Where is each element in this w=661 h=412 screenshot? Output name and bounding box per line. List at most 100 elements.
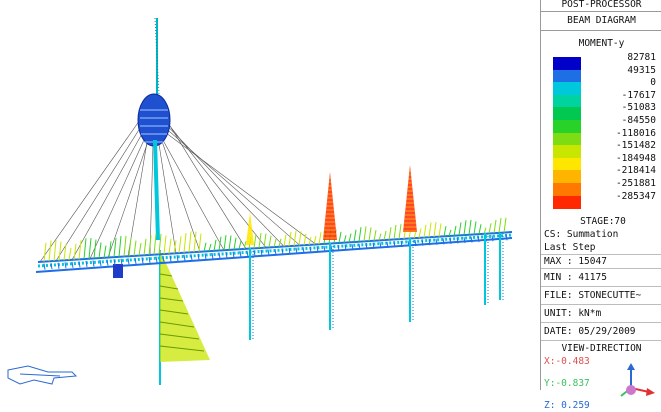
moment-stroke-under [141, 257, 144, 264]
stay-cable [153, 123, 317, 245]
legend-value: 82781 [627, 52, 656, 63]
moment-stroke-under [57, 262, 60, 269]
legend-swatch [553, 82, 581, 96]
moment-stroke [313, 236, 317, 245]
moment-stroke [158, 233, 162, 255]
legend-value: -184948 [615, 152, 656, 164]
moment-stroke [143, 238, 147, 256]
legend-swatch [553, 132, 581, 146]
moment-stroke [43, 242, 47, 262]
legend-value: -17617 [621, 89, 656, 101]
moment-stroke [68, 247, 72, 261]
stay-cable [153, 117, 301, 246]
moment-stroke [203, 242, 207, 252]
moment-stroke [488, 223, 492, 234]
moment-stroke [88, 237, 92, 259]
color-legend: 82781 49315 0 -17617 -51083 -84550 -118016 -151… [541, 52, 661, 215]
view-triad-icon [620, 363, 655, 397]
file-label: FILE: STONECUTTE~ [541, 287, 661, 305]
moment-stroke-under [344, 244, 347, 251]
moment-stroke [128, 237, 132, 257]
moment-stroke [78, 240, 82, 260]
moment-stroke-under [358, 243, 361, 250]
moment-stroke [468, 219, 472, 235]
moment-stroke [483, 227, 487, 234]
moment-stroke [338, 231, 342, 244]
moment-stroke-under [148, 256, 151, 264]
moment-stroke [453, 225, 457, 236]
moment-stroke-under [407, 240, 410, 247]
moment-stroke-under [64, 262, 67, 269]
moment-stroke-under [309, 246, 312, 253]
moment-stroke [48, 240, 52, 262]
moment-stroke [473, 221, 477, 235]
moment-stroke-under [239, 251, 242, 258]
moment-stroke [388, 227, 392, 240]
moment-stroke-under [85, 260, 88, 268]
moment-stroke-under [169, 255, 172, 262]
moment-stroke [443, 226, 447, 237]
moment-stroke [398, 224, 402, 240]
moment-stroke-under [421, 239, 424, 246]
legend-swatch [553, 57, 581, 71]
moment-stroke [218, 236, 222, 251]
moment-stroke-under [106, 259, 109, 266]
moment-stroke-under [134, 257, 137, 264]
moment-stroke [413, 231, 417, 239]
moment-stroke [353, 229, 357, 243]
moment-stroke-under [225, 252, 228, 259]
step-label: Last Step [541, 241, 661, 255]
legend-value: -51083 [621, 102, 656, 114]
stay-cables [39, 99, 317, 263]
legend-value: -151482 [615, 140, 656, 152]
model-viewport[interactable] [0, 0, 540, 390]
moment-stroke-under [477, 236, 480, 243]
stay-cable [89, 117, 155, 259]
moment-stroke [228, 235, 232, 250]
legend-value: -251881 [615, 178, 656, 189]
moment-stroke [83, 238, 87, 260]
moment-stroke-under [379, 242, 382, 249]
moment-stroke [188, 231, 192, 253]
pylon-head [137, 93, 171, 147]
pylon-head-hatch [140, 109, 168, 143]
moment-stroke [493, 219, 497, 234]
moment-stroke [418, 228, 422, 238]
moment-stroke [198, 233, 202, 252]
moment-stroke [293, 230, 297, 246]
moment-stroke [178, 236, 182, 254]
moment-stroke [478, 224, 482, 235]
moment-stroke [183, 233, 187, 253]
moment-stroke [148, 235, 152, 256]
moment-stroke [438, 223, 442, 237]
legend-value: -118016 [615, 127, 656, 139]
post-processor-panel: POST-PROCESSOR BEAM DIAGRAM MOMENT-y 827… [540, 0, 661, 411]
peak-pier-1 [246, 212, 254, 245]
moment-stroke [103, 245, 107, 258]
moment-stroke-under [183, 254, 186, 261]
moment-stroke-under [442, 238, 445, 245]
stay-cable [153, 111, 285, 247]
moment-stroke-under [400, 240, 403, 248]
stay-cable [55, 105, 155, 262]
moment-stroke-under [176, 255, 179, 262]
moment-stroke [428, 222, 432, 238]
moment-stroke [173, 240, 177, 254]
deck-edge-rear [35, 237, 513, 273]
moment-stroke [458, 222, 462, 236]
moment-stroke-under [127, 258, 130, 265]
moment-stroke-under [281, 248, 284, 255]
moment-stroke [498, 217, 502, 233]
moment-stroke [423, 224, 427, 238]
legend-value: -218414 [615, 165, 656, 177]
date-label: DATE: 05/29/2009 [541, 323, 661, 341]
stay-cable [153, 123, 225, 251]
moment-stroke [308, 237, 312, 245]
moment-stroke-under [43, 263, 46, 270]
moment-stroke [448, 229, 452, 237]
moment-stroke [358, 227, 362, 242]
legend-value: 0 [650, 77, 656, 89]
moment-stroke [53, 240, 57, 262]
moment-stroke-under [78, 261, 81, 268]
moment-stroke [133, 240, 137, 256]
